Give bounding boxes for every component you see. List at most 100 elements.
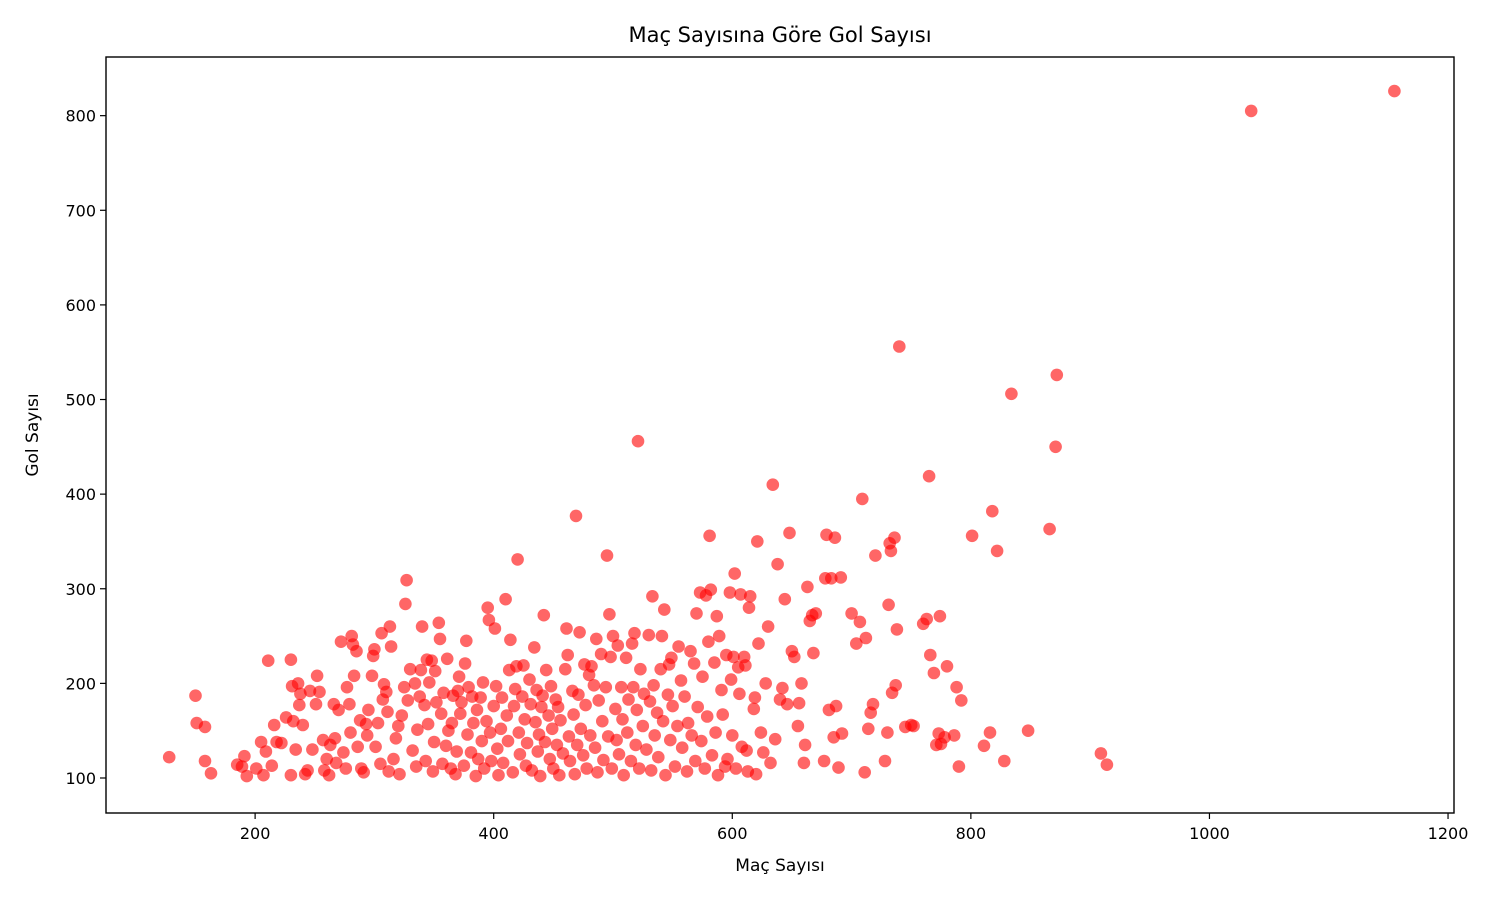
- data-point: [572, 688, 585, 701]
- data-point: [700, 710, 714, 723]
- data-point: [551, 700, 565, 714]
- data-point: [859, 631, 873, 645]
- data-point: [450, 745, 464, 758]
- data-point: [421, 717, 435, 731]
- data-point: [365, 669, 379, 683]
- data-point: [648, 729, 661, 742]
- data-point: [924, 648, 937, 662]
- data-point: [888, 531, 901, 544]
- y-tick-label: 400: [65, 485, 96, 504]
- data-point: [320, 752, 334, 766]
- data-point: [419, 754, 433, 768]
- data-point: [309, 697, 323, 711]
- data-point: [240, 769, 254, 783]
- data-point: [426, 765, 440, 778]
- data-point: [825, 572, 838, 585]
- data-point: [907, 719, 920, 733]
- data-point: [965, 529, 979, 543]
- data-point: [471, 752, 485, 766]
- data-point: [198, 720, 212, 734]
- data-point: [893, 340, 906, 353]
- data-point: [733, 687, 746, 701]
- data-point: [715, 683, 728, 697]
- data-point: [619, 651, 633, 665]
- data-point: [1388, 84, 1401, 98]
- data-point: [809, 607, 823, 620]
- data-point: [351, 740, 365, 754]
- data-point: [801, 580, 814, 594]
- data-point: [470, 703, 484, 717]
- data-point: [403, 662, 417, 676]
- data-point: [889, 679, 902, 692]
- data-point: [998, 754, 1011, 768]
- data-point: [533, 769, 547, 783]
- data-point: [845, 607, 858, 620]
- data-point: [539, 663, 553, 677]
- data-point: [467, 716, 480, 730]
- data-point: [395, 709, 409, 722]
- data-point: [749, 767, 763, 781]
- data-point: [776, 681, 789, 695]
- data-point: [684, 644, 697, 658]
- data-point: [512, 726, 526, 739]
- data-point: [360, 729, 374, 742]
- data-point: [632, 762, 646, 775]
- data-point: [328, 732, 342, 745]
- data-point: [350, 644, 363, 658]
- x-tick-label: 800: [956, 824, 987, 843]
- data-point: [397, 680, 411, 694]
- data-point: [267, 718, 281, 732]
- data-point: [612, 748, 626, 761]
- data-point: [817, 754, 831, 768]
- data-point: [488, 622, 502, 635]
- data-point: [739, 659, 752, 672]
- data-point: [695, 734, 708, 748]
- data-point: [621, 726, 634, 739]
- data-point: [587, 679, 601, 692]
- data-point: [506, 766, 520, 779]
- y-tick-label: 200: [65, 674, 96, 693]
- data-point: [647, 679, 660, 692]
- data-point: [380, 685, 393, 699]
- data-point: [513, 748, 527, 761]
- data-point: [235, 760, 249, 773]
- data-point: [747, 702, 761, 716]
- data-point: [668, 760, 682, 773]
- data-point: [504, 633, 517, 647]
- data-point: [835, 727, 849, 740]
- data-point: [475, 734, 489, 748]
- data-point: [371, 716, 385, 730]
- data-point: [624, 754, 638, 768]
- data-point: [603, 608, 616, 621]
- data-point: [617, 768, 630, 782]
- data-point: [329, 756, 343, 770]
- data-point: [560, 622, 573, 635]
- data-point: [644, 764, 658, 777]
- data-point: [427, 735, 441, 749]
- data-point: [952, 760, 966, 773]
- data-point: [751, 535, 764, 548]
- x-axis-label: Maç Sayısı: [735, 856, 824, 876]
- data-point: [724, 673, 738, 686]
- data-point: [708, 656, 721, 669]
- points-layer: [162, 84, 1401, 783]
- data-point: [866, 697, 880, 711]
- data-point: [1021, 724, 1035, 737]
- data-point: [1005, 387, 1018, 401]
- data-point: [458, 657, 472, 670]
- data-point: [990, 544, 1004, 558]
- data-point: [529, 715, 542, 729]
- data-point: [337, 746, 350, 759]
- data-point: [425, 654, 439, 667]
- data-point: [759, 677, 772, 690]
- data-point: [791, 719, 805, 733]
- data-point: [710, 609, 724, 623]
- data-point: [629, 738, 642, 752]
- data-point: [487, 699, 501, 713]
- data-point: [500, 709, 514, 722]
- data-point: [332, 703, 345, 717]
- y-axis-label: Gol Sayısı: [23, 393, 43, 476]
- x-tick-label: 600: [717, 824, 748, 843]
- data-point: [754, 726, 768, 739]
- data-point: [474, 691, 487, 704]
